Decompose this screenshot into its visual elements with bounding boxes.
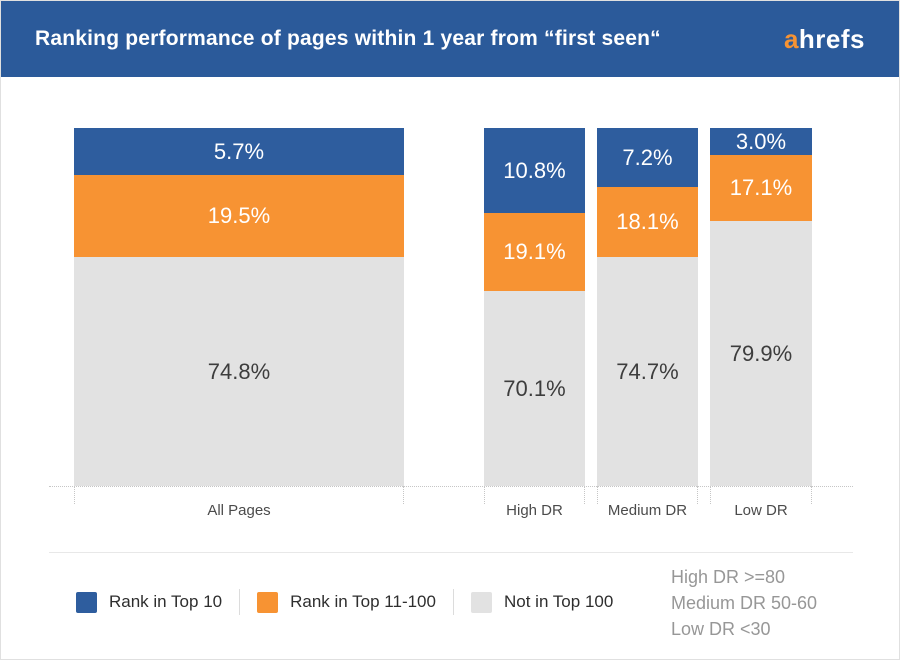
legend-divider <box>452 589 454 615</box>
legend: Rank in Top 10 Rank in Top 11-100 Not in… <box>76 589 613 615</box>
category-label-all-pages: All Pages <box>207 502 271 519</box>
legend-swatch-blue <box>76 591 97 613</box>
bar-high-dr: 10.8% 19.1% 70.1% High DR <box>484 128 585 519</box>
ahrefs-logo-rest: hrefs <box>798 23 865 54</box>
segment-medium-dr-top10: 7.2% <box>597 128 698 187</box>
segment-low-dr-top11-100: 17.1% <box>710 155 812 221</box>
segment-high-dr-top10: 10.8% <box>484 128 585 213</box>
note-high-dr: High DR >=80 <box>671 567 786 587</box>
legend-item-not-top100: Not in Top 100 <box>470 591 614 613</box>
legend-item-top10: Rank in Top 10 <box>76 591 223 613</box>
segment-high-dr-top11-100: 19.1% <box>484 213 585 291</box>
bar-medium-dr: 7.2% 18.1% 74.7% Medium DR <box>597 128 698 519</box>
note-medium-dr: Medium DR 50-60 <box>671 593 818 613</box>
footer-separator <box>49 552 853 553</box>
axis-tick <box>697 486 698 504</box>
segment-value-label: 70.1% <box>503 375 566 401</box>
segment-value-label: 7.2% <box>622 144 673 170</box>
segment-medium-dr-not-top100: 74.7% <box>597 257 698 486</box>
ahrefs-logo: ahrefs <box>784 24 865 55</box>
legend-swatch-gray <box>470 591 492 613</box>
category-label-medium-dr: Medium DR <box>607 502 688 519</box>
chart-title: Ranking performance of pages within 1 ye… <box>35 27 661 50</box>
legend-item-top11-100: Rank in Top 11-100 <box>257 591 436 613</box>
segment-low-dr-top10: 3.0% <box>710 128 812 155</box>
segment-low-dr-not-top100: 79.9% <box>710 221 812 486</box>
segment-value-label: 19.5% <box>207 203 271 228</box>
segment-high-dr-not-top100: 70.1% <box>484 291 585 486</box>
segment-value-label: 79.9% <box>729 340 793 366</box>
axis-tick <box>710 486 711 504</box>
axis-tick <box>811 486 812 504</box>
axis-tick <box>584 486 585 504</box>
segment-value-label: 74.7% <box>616 358 679 384</box>
segment-value-label: 5.7% <box>213 138 265 164</box>
segment-all-pages-top10: 5.7% <box>74 128 404 175</box>
axis-tick <box>403 486 404 504</box>
segment-value-label: 19.1% <box>503 239 566 264</box>
axis-tick <box>74 486 75 504</box>
ahrefs-logo-a: a <box>783 23 799 54</box>
dr-notes: High DR >=80 Medium DR 50-60 Low DR <30 <box>671 564 817 642</box>
segment-value-label: 10.8% <box>503 157 566 183</box>
category-label-high-dr: High DR <box>506 502 563 519</box>
chart-header: Ranking performance of pages within 1 ye… <box>1 1 899 77</box>
bar-low-dr: 3.0% 17.1% 79.9% Low DR <box>710 128 812 519</box>
note-low-dr: Low DR <30 <box>671 619 771 639</box>
category-label-low-dr: Low DR <box>734 502 788 519</box>
axis-tick <box>484 486 485 504</box>
segment-value-label: 74.8% <box>207 358 271 384</box>
legend-swatch-orange <box>257 591 279 613</box>
legend-label: Rank in Top 10 <box>109 592 223 611</box>
x-axis-baseline <box>49 486 853 487</box>
segment-all-pages-top11-100: 19.5% <box>74 175 404 257</box>
bar-all-pages: 5.7% 19.5% 74.8% All Pages <box>74 128 404 519</box>
legend-label: Rank in Top 11-100 <box>290 592 436 611</box>
axis-tick <box>597 486 598 504</box>
segment-all-pages-not-top100: 74.8% <box>74 257 404 486</box>
segment-value-label: 3.0% <box>735 128 787 154</box>
legend-divider <box>239 589 241 615</box>
segment-value-label: 17.1% <box>729 175 793 200</box>
segment-value-label: 18.1% <box>616 209 679 234</box>
legend-label: Not in Top 100 <box>503 592 614 611</box>
segment-medium-dr-top11-100: 18.1% <box>597 187 698 257</box>
